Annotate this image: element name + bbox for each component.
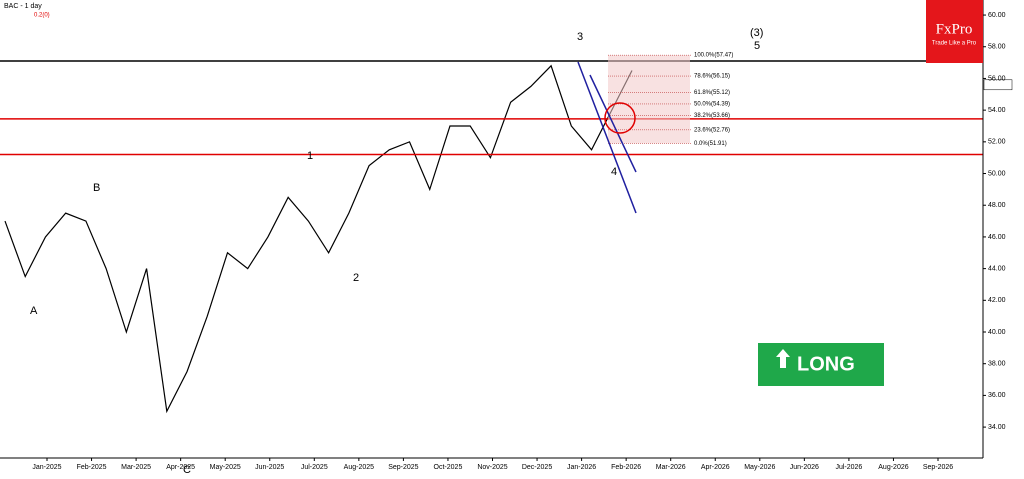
brand-name: FxPro (936, 21, 973, 37)
x-tick-label: Oct-2025 (434, 464, 463, 471)
x-tick-label: Nov-2025 (477, 464, 507, 471)
y-tick-label: 50.00 (988, 170, 1006, 177)
wave-label: 4 (611, 166, 617, 178)
wave-label: (3) (750, 27, 763, 39)
y-tick-label: 54.00 (988, 107, 1006, 114)
y-tick-label: 34.00 (988, 424, 1006, 431)
x-tick-label: Feb-2026 (611, 464, 641, 471)
y-tick-label: 38.00 (988, 361, 1006, 368)
channel-line (577, 61, 637, 214)
fib-label: 61.8%(55.12) (694, 90, 730, 96)
fib-label: 100.0%(57.47) (694, 53, 733, 59)
x-tick-label: Dec-2025 (522, 464, 552, 471)
y-tick-label: 58.00 (988, 44, 1006, 51)
wave-label: 1 (307, 150, 313, 162)
x-tick-label: Feb-2025 (77, 464, 107, 471)
x-tick-label: Jan-2026 (567, 464, 596, 471)
y-tick-label: 40.00 (988, 329, 1006, 336)
fib-label: 78.6%(56.15) (694, 74, 730, 80)
y-tick-label: 48.00 (988, 202, 1006, 209)
x-tick-label: Sep-2025 (388, 464, 418, 471)
highlight-circle (604, 102, 636, 134)
y-tick-label: 60.00 (988, 12, 1006, 19)
x-tick-label: Jul-2026 (835, 464, 862, 471)
x-tick-label: Mar-2025 (121, 464, 151, 471)
x-tick-label: Jul-2025 (301, 464, 328, 471)
x-tick-label: Aug-2026 (878, 464, 908, 471)
price-line (4, 64, 633, 414)
chart-subtitle: 0.2(0) (34, 13, 50, 19)
fib-label: 50.0%(54.39) (694, 102, 730, 108)
wave-label: A (30, 305, 38, 317)
fib-box (608, 55, 690, 144)
channel-line (589, 74, 637, 173)
y-tick-label: 36.00 (988, 392, 1006, 399)
wave-label: C (183, 464, 191, 474)
x-tick-label: Sep-2026 (923, 464, 953, 471)
signal-label: LONG (797, 353, 855, 375)
y-tick-label: 52.00 (988, 139, 1006, 146)
wave-label: B (93, 182, 100, 194)
x-tick-label: Aug-2025 (344, 464, 374, 471)
last-price-box (983, 79, 1013, 91)
x-tick-label: May-2026 (744, 464, 775, 471)
brand-tagline: Trade Like a Pro (932, 41, 977, 47)
chart-title: BAC - 1 day (4, 3, 42, 10)
x-tick-label: Apr-2025 (166, 464, 195, 471)
x-tick-label: Jun-2026 (790, 464, 819, 471)
x-tick-label: Jun-2025 (255, 464, 284, 471)
y-tick-label: 44.00 (988, 265, 1006, 272)
signal-box (758, 343, 884, 386)
fib-zone: 100.0%(57.47) 78.6%(56.15) 61.8%(55.12) 50.… (608, 53, 733, 147)
up-arrow (776, 349, 790, 368)
fib-label: 0.0%(51.91) (694, 141, 727, 147)
x-tick-label: May-2025 (210, 464, 241, 471)
brand-box (926, 0, 983, 63)
y-tick-label: 46.00 (988, 234, 1006, 241)
fib-label: 23.6%(52.76) (694, 127, 730, 133)
y-tick-label: 56.00 (988, 75, 1006, 82)
wave-label: 5 (754, 40, 760, 52)
x-tick-label: Apr-2026 (701, 464, 730, 471)
x-tick-label: Jan-2025 (32, 464, 61, 471)
y-tick-label: 42.00 (988, 297, 1006, 304)
x-tick-label: Mar-2026 (656, 464, 686, 471)
wave-label: 2 (353, 272, 359, 284)
wave-label: 3 (577, 31, 583, 43)
fib-label: 38.2%(53.66) (694, 113, 730, 119)
